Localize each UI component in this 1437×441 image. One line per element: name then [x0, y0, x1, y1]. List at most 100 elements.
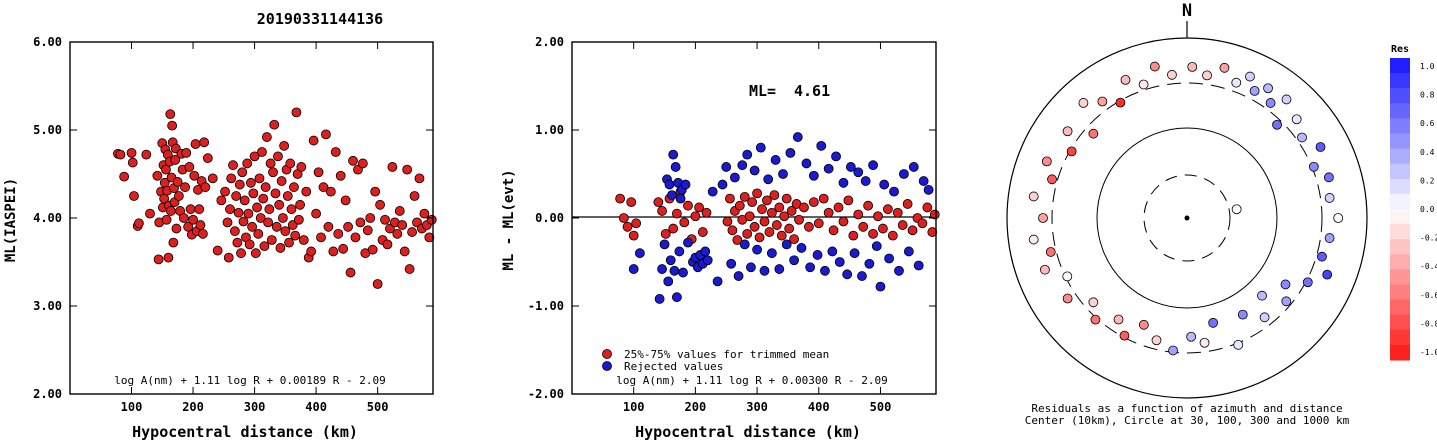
- residual-point: [1045, 247, 1056, 257]
- data-point: [733, 271, 744, 281]
- colorbar-swatch: [1390, 284, 1410, 301]
- residual-point: [1028, 191, 1039, 202]
- colorbar-swatch: [1390, 163, 1410, 180]
- data-point: [225, 204, 235, 215]
- data-point: [275, 243, 286, 253]
- data-point: [853, 209, 864, 220]
- left-panel: 2.00 3.00 4.00 5.00 6.00 100 200 300 400 500 ML(…: [3, 35, 437, 441]
- data-point: [694, 202, 704, 213]
- data-point: [345, 267, 356, 278]
- data-point: [884, 253, 895, 264]
- residual-point: [1317, 251, 1327, 262]
- data-point: [197, 228, 208, 239]
- x-tick-label: 400: [305, 400, 327, 414]
- data-point: [229, 226, 240, 237]
- residual-point: [1249, 85, 1260, 96]
- colorbar-tick-label: -0.8: [1420, 319, 1437, 328]
- data-point: [766, 248, 777, 259]
- colorbar-swatch: [1390, 224, 1410, 240]
- data-point: [697, 227, 708, 237]
- data-point: [152, 170, 163, 181]
- data-point: [119, 171, 130, 182]
- residual-point: [1199, 337, 1210, 348]
- x-tick-label: 200: [685, 400, 707, 414]
- data-point: [717, 179, 728, 190]
- data-point: [134, 218, 144, 229]
- colorbar-title: Res: [1391, 44, 1409, 55]
- data-point: [129, 191, 139, 201]
- data-point: [794, 214, 804, 225]
- data-point: [863, 200, 874, 211]
- data-point: [683, 237, 693, 248]
- data-point: [426, 214, 437, 225]
- data-point: [188, 214, 198, 225]
- data-point: [161, 164, 171, 175]
- data-point: [812, 250, 823, 260]
- data-point: [343, 221, 353, 232]
- residual-point: [1231, 77, 1242, 88]
- data-point: [838, 216, 849, 227]
- data-point: [908, 162, 919, 172]
- data-point: [285, 158, 296, 169]
- data-point: [284, 237, 294, 248]
- data-point: [796, 243, 807, 253]
- data-point: [776, 230, 787, 241]
- data-point: [362, 225, 373, 236]
- colorbar-swatch: [1390, 193, 1410, 210]
- data-point: [889, 186, 899, 197]
- data-point: [749, 165, 760, 176]
- data-point: [249, 151, 260, 162]
- data-point: [173, 191, 184, 201]
- data-point: [255, 213, 266, 223]
- residual-point: [1333, 213, 1344, 223]
- colorbar-tick-label: 0.6: [1420, 119, 1435, 128]
- data-point: [277, 213, 288, 223]
- data-point: [857, 271, 867, 281]
- residual-point: [1323, 172, 1334, 183]
- residual-point: [1219, 62, 1230, 73]
- x-tick-label: 100: [623, 400, 645, 414]
- colorbar-swatch: [1390, 209, 1410, 225]
- data-point: [380, 214, 390, 225]
- colorbar-swatch: [1390, 329, 1410, 346]
- data-point: [727, 225, 738, 236]
- data-point: [318, 182, 329, 193]
- residual-point: [1138, 79, 1149, 90]
- x-tick-label: 500: [367, 400, 389, 414]
- left-yticks: 2.00 3.00 4.00 5.00 6.00: [33, 35, 433, 401]
- polar-caption-line1: Residuals as a function of azimuth and d…: [1031, 402, 1342, 415]
- data-point: [671, 208, 682, 219]
- data-point: [781, 193, 792, 204]
- data-point: [290, 230, 301, 241]
- data-point: [657, 264, 667, 274]
- data-point: [903, 246, 914, 257]
- data-point: [816, 140, 827, 151]
- data-point: [220, 186, 230, 197]
- residual-point: [1062, 271, 1073, 282]
- data-point: [774, 202, 785, 213]
- data-point: [273, 151, 283, 162]
- data-point: [879, 179, 890, 190]
- data-point: [887, 230, 898, 241]
- data-point: [871, 241, 882, 252]
- data-point: [725, 193, 735, 204]
- data-point: [752, 244, 762, 255]
- data-point: [683, 200, 693, 211]
- data-point: [282, 191, 293, 201]
- x-tick-label: 300: [746, 400, 768, 414]
- data-point: [189, 170, 200, 181]
- data-point: [657, 206, 667, 216]
- data-point: [231, 191, 242, 201]
- data-point: [759, 265, 770, 276]
- residual-point: [1272, 119, 1282, 130]
- data-point: [168, 237, 179, 248]
- residual-point: [1315, 142, 1326, 152]
- data-point: [778, 169, 788, 179]
- data-point: [414, 173, 425, 184]
- data-point: [265, 158, 276, 169]
- data-point: [286, 204, 297, 215]
- data-point: [313, 167, 324, 178]
- data-point: [749, 221, 760, 232]
- colorbar-swatch: [1390, 178, 1410, 195]
